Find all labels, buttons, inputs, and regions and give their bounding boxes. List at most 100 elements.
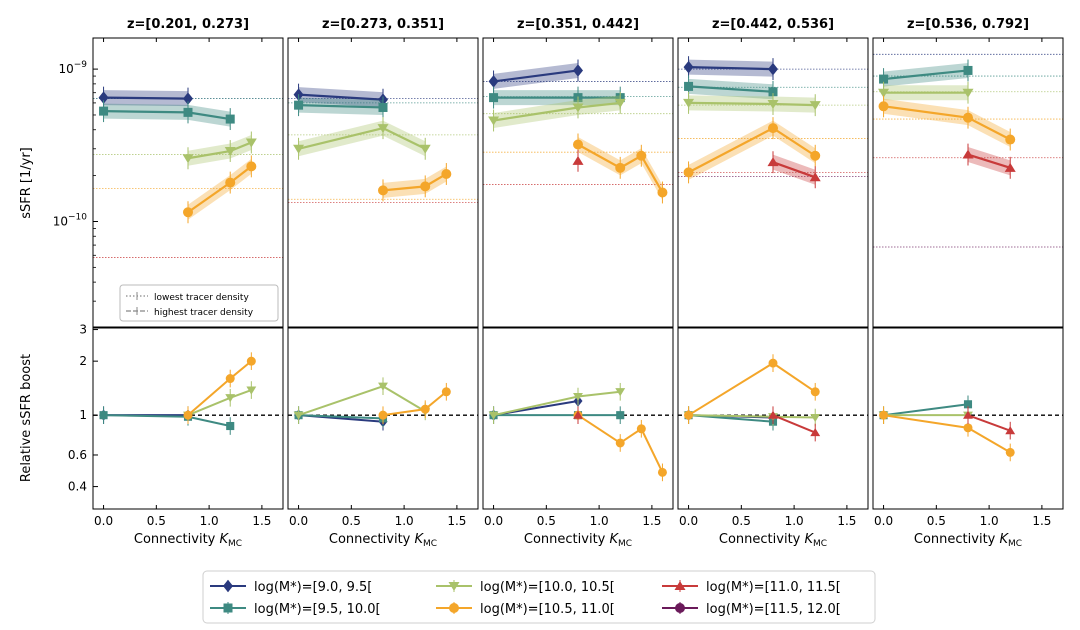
boost-point-m4	[963, 410, 973, 419]
density-legend-box	[119, 284, 279, 322]
legend-label-m4: log(M*)=[11.0, 11.5[	[706, 580, 841, 595]
sfr-band-m2	[188, 134, 252, 166]
boost-point-m4	[810, 428, 821, 437]
triangle-down-icon	[448, 582, 460, 591]
circle-icon	[449, 603, 459, 613]
diamond-icon	[223, 579, 233, 593]
sfr-point-m3	[963, 112, 973, 123]
boost-point-m2	[488, 411, 499, 420]
panel-title: z=[0.442, 0.536]	[712, 17, 834, 32]
legend-label-m0: log(M*)=[9.0, 9.5[	[254, 580, 372, 595]
sfr-point-m2	[962, 88, 974, 98]
sfr-point-m3	[420, 181, 431, 192]
sfr-point-m1	[99, 106, 109, 116]
boost-line-m3	[382, 391, 447, 417]
sfr-point-m2	[683, 98, 695, 108]
circle-icon	[675, 603, 685, 613]
sfr-point-m4	[809, 172, 821, 182]
sfr-band-m1	[103, 103, 231, 127]
bottom-axes-frame	[677, 326, 869, 510]
sfr-point-m1	[879, 74, 889, 84]
sfr-point-m3	[683, 167, 694, 178]
boost-point-m2	[378, 382, 388, 391]
y-tick-label-bottom: 0.6	[68, 448, 87, 462]
panel-title: z=[0.351, 0.442]	[517, 17, 639, 32]
x-tick-label: 1.5	[252, 514, 271, 528]
y-tick-label-bottom: 0.4	[68, 480, 87, 494]
y-tick-exponent: −10	[68, 212, 87, 222]
boost-point-m3	[810, 387, 820, 397]
boost-point-m2	[293, 411, 304, 420]
panel-3: z=[0.351, 0.442] 0.0 0.5 1.0 1.5 Connectivity…	[482, 17, 674, 549]
x-axis-label: Connectivity KMC	[914, 532, 1022, 549]
sfr-point-m2	[488, 116, 500, 126]
y-tick-label-bottom: 2	[79, 354, 87, 368]
bottom-axes-frame	[482, 326, 674, 510]
x-tick-label: 0.0	[679, 514, 698, 528]
legend-label-m1: log(M*)=[9.5, 10.0[	[254, 602, 381, 617]
boost-point-m1	[616, 411, 625, 420]
sfr-point-m4	[767, 157, 779, 167]
legend: log(M*)=[9.0, 9.5[ log(M*)=[9.5, 10.0[ log…	[202, 570, 876, 624]
boost-line-m3	[577, 414, 664, 473]
sfr-point-m3	[183, 207, 193, 218]
sfr-point-m0	[683, 60, 694, 74]
density-legend-lowest: lowest tracer density	[154, 293, 249, 303]
sfr-point-m2	[767, 100, 779, 110]
x-tick-label: 0.0	[289, 514, 308, 528]
panel-title: z=[0.536, 0.792]	[907, 17, 1029, 32]
x-tick-label: 1.0	[590, 514, 609, 528]
y-tick-label-bottom: 3	[79, 323, 87, 337]
panel-2: z=[0.273, 0.351] 0.0 0.5 1.0 1.5 Connectivity…	[287, 17, 479, 549]
sfr-point-m4	[962, 149, 974, 159]
panel-title: z=[0.273, 0.351]	[322, 17, 444, 32]
sfr-point-m2	[182, 154, 194, 164]
boost-point-m2	[246, 386, 257, 395]
top-axes-frame	[92, 37, 284, 329]
boost-point-m1	[963, 400, 973, 409]
sfr-point-m3	[246, 161, 257, 172]
legend-label-m5: log(M*)=[11.5, 12.0[	[706, 602, 841, 617]
x-axis-label: Connectivity KMC	[329, 532, 437, 549]
x-tick-label: 0.5	[537, 514, 556, 528]
boost-line-m1	[298, 414, 384, 420]
sfr-point-m3	[615, 162, 626, 173]
sfr-point-m3	[768, 123, 778, 134]
panels-layer: z=[0.201, 0.273] 0.0 0.5 1.0 1.5 Connectivity…	[53, 17, 1064, 549]
sfr-line-m0	[493, 69, 579, 83]
triangle-up-icon	[674, 581, 686, 590]
boost-point-m3	[615, 438, 625, 448]
sfr-point-m0	[183, 92, 193, 105]
x-axis-label-text: Connectivity	[719, 532, 805, 547]
sfr-point-m2	[614, 98, 626, 108]
sfr-point-m3	[573, 139, 583, 150]
square-icon	[223, 603, 233, 613]
x-axis-label-symbol: K	[805, 532, 815, 547]
sfr-band-m2	[298, 120, 426, 157]
sfr-point-m1	[684, 81, 694, 91]
sfr-point-m1	[489, 93, 499, 103]
boost-point-m3	[441, 387, 451, 397]
legend-label-m3: log(M*)=[10.5, 11.0[	[480, 602, 615, 617]
x-axis-label: Connectivity KMC	[719, 532, 827, 549]
x-axis-label-subscript: MC	[423, 539, 437, 549]
x-tick-label: 0.0	[874, 514, 893, 528]
x-axis-label: Connectivity KMC	[524, 532, 632, 549]
y-axis-label-top: sSFR [1/yr]	[19, 147, 34, 219]
panel-5: z=[0.536, 0.792] 0.0 0.5 1.0 1.5 Connectivity…	[872, 17, 1064, 549]
top-axes-frame	[482, 37, 674, 329]
sfr-point-m0	[488, 75, 499, 88]
boost-line-m1	[103, 414, 231, 428]
boost-point-m3	[636, 424, 646, 434]
y-tick-base: 10	[53, 214, 68, 228]
y-tick-base: 10	[58, 62, 73, 76]
sfr-point-m2	[293, 144, 305, 154]
panel-4: z=[0.442, 0.536] 0.0 0.5 1.0 1.5 Connectivity…	[677, 17, 869, 549]
sfr-line-m3	[187, 165, 253, 214]
boost-line-m1	[883, 403, 969, 417]
sfr-point-m3	[378, 185, 388, 196]
bottom-axes-frame	[872, 326, 1064, 510]
y-axis-label-bottom: Relative sSFR boost	[19, 354, 34, 482]
sfr-point-m1	[768, 87, 778, 97]
